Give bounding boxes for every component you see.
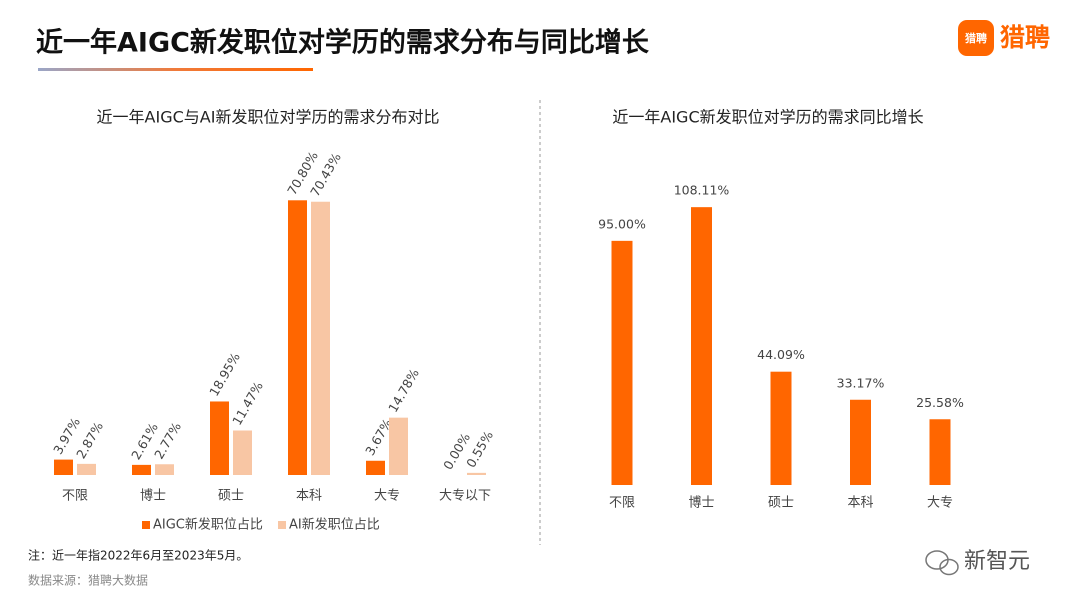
logo-icon-text: 猎聘 [965,31,987,45]
x-tick-label: 博士 [140,489,166,504]
x-tick-label: 本科 [847,496,873,511]
x-tick-label: 博士 [688,496,714,511]
bar [311,201,330,475]
value-label: 44.09% [757,347,805,362]
bar [54,459,73,475]
x-tick-label: 不限 [62,489,88,504]
value-label: 14.78% [385,366,422,415]
bar [77,463,96,475]
bar [929,419,951,485]
bar [210,401,229,475]
value-label: 95.00% [598,216,646,231]
bar [233,430,252,475]
legend-label: AI新发职位占比 [289,517,380,533]
value-label: 33.17% [837,375,885,390]
legend-label: AIGC新发职位占比 [153,517,263,533]
x-tick-label: 大专以下 [439,489,491,504]
legend-swatch [142,521,150,529]
x-tick-label: 本科 [296,489,322,504]
x-tick-label: 硕士 [218,489,244,504]
source: 数据来源：猎聘大数据 [28,573,148,588]
bar [611,240,633,485]
x-tick-label: 大专 [374,489,400,504]
watermark: 新智元 [964,549,1030,574]
bar [132,464,151,475]
bar [155,464,174,475]
logo-text: 猎聘 [1000,23,1050,52]
value-label: 18.95% [206,350,243,399]
value-label: 108.11% [674,183,730,198]
chart-title: 近一年AIGC新发职位对学历的需求同比增长 [612,108,923,127]
bar [467,472,486,475]
x-tick-label: 不限 [609,496,635,511]
title-underline [38,68,313,71]
value-label: 25.58% [916,395,964,410]
watermark-icon [925,550,959,576]
note: 注：近一年指2022年6月至2023年5月。 [28,548,248,563]
bar [770,371,792,485]
page-title: 近一年AIGC新发职位对学历的需求分布与同比增长 [36,27,650,59]
x-tick-label: 硕士 [768,496,794,511]
bar [850,399,871,485]
x-tick-label: 大专 [927,496,953,511]
bar [366,460,385,475]
legend-swatch [278,521,286,529]
bar [389,417,408,475]
bar [691,207,712,486]
logo-icon [958,20,994,56]
bar [288,200,307,475]
chart-title: 近一年AIGC与AI新发职位对学历的需求分布对比 [97,108,440,127]
value-label: 11.47% [229,379,266,428]
value-label: 0.55% [463,428,496,470]
